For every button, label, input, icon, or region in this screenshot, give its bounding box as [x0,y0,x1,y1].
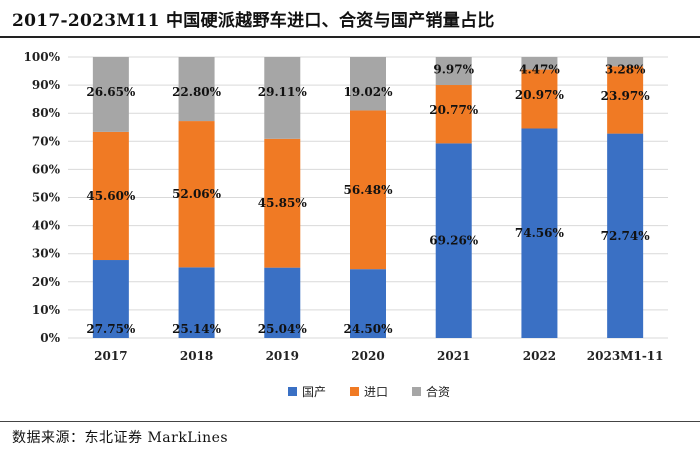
data-label: 74.56% [515,226,565,240]
bar-segment [521,57,558,70]
x-tick-label: 2018 [180,349,213,363]
bar-segment [264,138,301,268]
bar-segment [350,269,386,338]
data-label: 19.02% [344,85,394,99]
data-label: 45.85% [258,196,308,210]
data-label: 3.28% [605,63,646,77]
data-label: 20.97% [515,88,565,102]
data-label: 25.04% [258,322,308,336]
data-label: 26.65% [86,85,136,99]
bar-segment [607,66,644,134]
x-tick-label: 2017 [94,349,127,363]
y-tick-label: 70% [32,134,61,148]
data-label: 23.97% [601,89,651,103]
data-label: 24.50% [344,322,394,336]
data-label: 56.48% [344,183,394,197]
bar-segment [92,260,129,338]
data-label: 27.75% [86,322,136,336]
stacked-bar-chart: 0% 10% 20% 30% 40% 50% 60% 70% 80% 90% 100% 27.75% 4… [24,50,668,399]
data-label: 69.26% [429,234,479,248]
x-tick-label: 2019 [266,349,299,363]
data-label: 20.77% [429,103,479,117]
legend-swatch [288,387,297,396]
bar-segment [178,57,215,122]
data-label: 25.14% [172,322,222,336]
data-label: 45.60% [86,189,136,203]
bar-segment [92,131,129,261]
bar-segment [435,57,472,86]
footer-divider [0,421,700,422]
data-label: 22.80% [172,85,222,99]
bar-segment [435,143,472,338]
y-tick-label: 40% [32,219,61,233]
bar-segment [607,57,644,67]
title-divider [0,36,700,38]
bar-segment [264,57,301,139]
y-tick-label: 50% [32,191,61,205]
y-tick-label: 90% [32,78,61,92]
y-tick-label: 100% [24,50,61,64]
data-label: 9.97% [433,63,474,77]
legend-label: 合资 [426,384,450,399]
x-tick-label: 2022 [523,349,556,363]
bar-segment [178,121,215,268]
y-tick-label: 10% [32,303,61,317]
legend-label: 国产 [302,385,326,399]
y-tick-label: 80% [32,106,61,120]
bar-segment [350,57,386,111]
data-label: 72.74% [601,229,651,243]
bar-segment [521,69,558,129]
y-tick-label: 60% [32,162,61,176]
x-tick-label: 2023M1-11 [587,349,664,363]
data-label: 29.11% [258,85,308,99]
data-label: 4.47% [519,63,560,77]
y-tick-label: 0% [40,331,60,345]
bar-segment [521,128,558,338]
legend-swatch [412,387,421,396]
source-note: 数据来源：东北证券 MarkLines [12,430,229,446]
legend-label: 进口 [364,385,388,399]
bar-segment [178,267,215,338]
bar-segment [607,133,644,338]
x-tick-label: 2020 [351,349,384,363]
bar-segment [264,267,301,338]
bar-segment [435,85,472,144]
data-label: 52.06% [172,187,222,201]
bar-segment [92,57,129,132]
legend-swatch [350,387,359,396]
x-tick-label: 2021 [437,349,470,363]
y-tick-label: 20% [32,275,61,289]
y-tick-label: 30% [32,247,61,261]
bar-segment [350,110,386,270]
chart-title: 2017-2023M11 中国硬派越野车进口、合资与国产销量占比 [12,11,495,31]
